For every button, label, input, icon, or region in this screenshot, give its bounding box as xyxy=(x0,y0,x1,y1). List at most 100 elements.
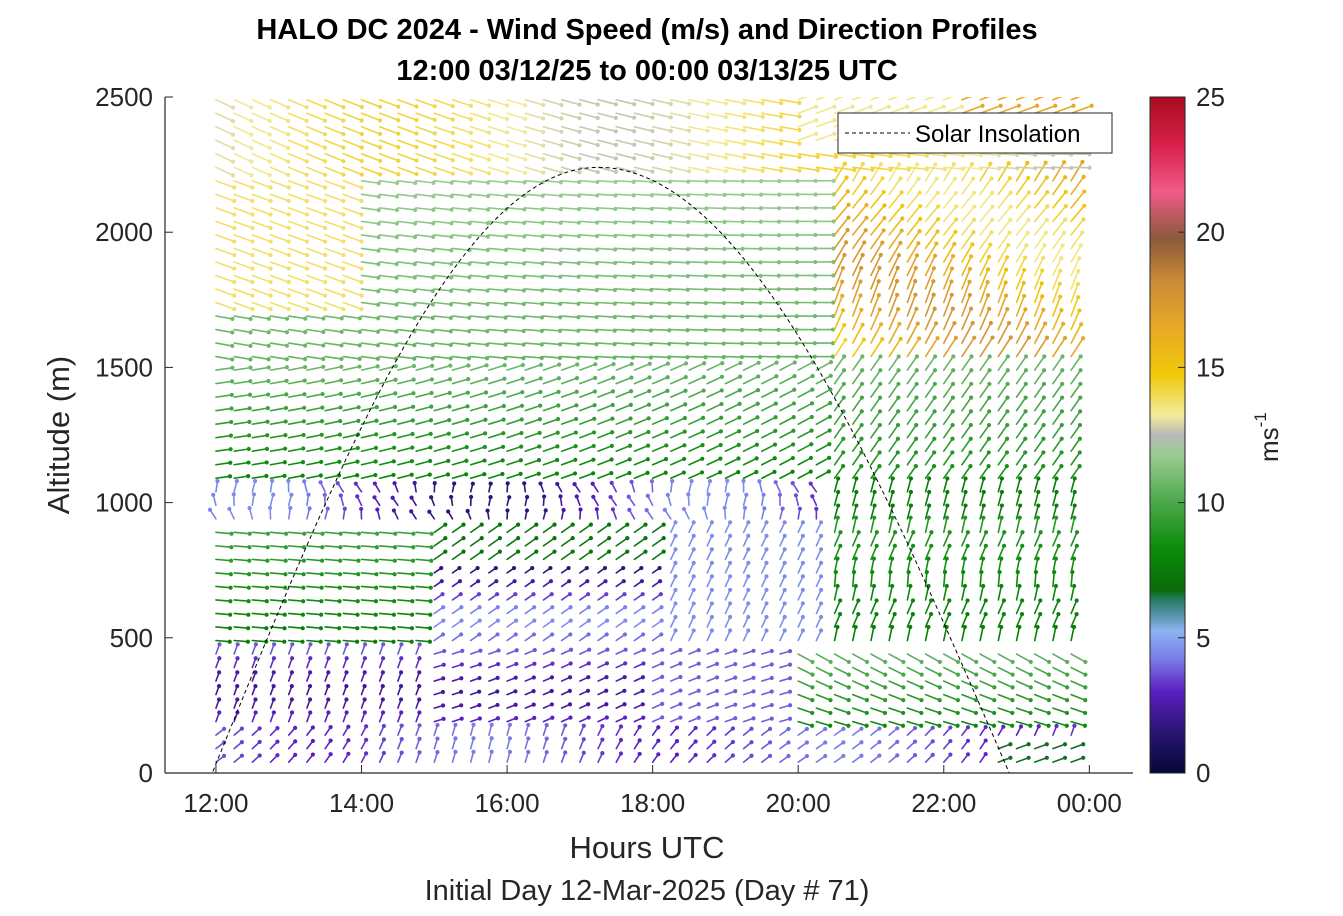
wind-arrow-head xyxy=(465,445,469,449)
wind-arrow-head xyxy=(891,490,895,494)
wind-arrow-head xyxy=(860,323,864,327)
wind-arrow-head xyxy=(433,118,437,122)
wind-arrow-head xyxy=(533,648,537,652)
wind-arrow-head xyxy=(728,601,732,605)
wind-arrow-head xyxy=(356,419,360,423)
y-axis-label: Altitude (m) xyxy=(41,356,76,514)
wind-arrow-head xyxy=(267,357,271,361)
wind-arrow-head xyxy=(773,415,777,419)
wind-arrow-head xyxy=(702,388,706,392)
wind-arrow-head xyxy=(969,254,973,258)
wind-arrow-head xyxy=(498,523,502,527)
wind-arrow-head xyxy=(917,229,921,233)
wind-arrow-head xyxy=(247,447,251,451)
wind-arrow-head xyxy=(469,171,473,175)
wind-arrow-head xyxy=(697,662,701,666)
wind-arrow-head xyxy=(230,379,234,383)
wind-arrow-head xyxy=(914,266,918,270)
wind-arrow-head xyxy=(320,545,324,549)
wind-arrow-head xyxy=(861,162,865,166)
wind-arrow-head xyxy=(319,626,323,630)
wind-arrow-head xyxy=(981,584,985,588)
wind-arrow-head xyxy=(920,673,924,677)
wind-arrow-head xyxy=(663,508,667,512)
wind-arrow-head xyxy=(566,566,570,570)
wind-arrow-head xyxy=(687,142,691,146)
wind-arrow-head xyxy=(513,592,517,596)
wind-arrow-head xyxy=(429,418,433,422)
wind-arrow-head xyxy=(1006,354,1010,358)
wind-arrow-head xyxy=(393,545,397,549)
wind-arrow-head xyxy=(733,689,737,693)
wind-arrow-head xyxy=(308,642,312,646)
wind-arrow-head xyxy=(859,727,863,731)
wind-arrow-head xyxy=(303,316,307,320)
wind-arrow-head xyxy=(1027,204,1031,208)
wind-arrow-head xyxy=(697,689,701,693)
wind-arrow-head xyxy=(323,239,327,243)
wind-arrow-head xyxy=(396,159,400,163)
wind-arrow-head xyxy=(429,405,433,409)
wind-arrow-head xyxy=(338,559,342,563)
wind-arrow-head xyxy=(933,382,937,386)
wind-arrow-head xyxy=(417,670,421,674)
wind-arrow-head xyxy=(341,212,345,216)
wind-arrow-head xyxy=(249,119,253,123)
wind-arrow-head xyxy=(900,190,904,194)
wind-arrow-head xyxy=(1018,516,1022,520)
wind-arrow-head xyxy=(798,507,802,511)
wind-arrow-head xyxy=(791,429,795,433)
wind-arrow-head xyxy=(323,146,327,150)
wind-arrow xyxy=(598,357,614,358)
wind-arrow-head xyxy=(550,689,554,693)
wind-arrow-head xyxy=(1045,336,1049,340)
wind-arrow-head xyxy=(841,740,845,744)
wind-arrow-head xyxy=(624,648,628,652)
wind-arrow-head xyxy=(1058,282,1062,286)
wind-arrow-head xyxy=(265,433,269,437)
wind-arrow-head xyxy=(1056,598,1060,602)
wind-arrow-head xyxy=(358,316,362,320)
wind-arrow-head xyxy=(832,132,836,136)
wind-arrow xyxy=(616,181,633,182)
wind-arrow-head xyxy=(250,199,254,203)
wind-arrow-head xyxy=(319,460,323,464)
wind-arrow-head xyxy=(719,402,723,406)
wind-arrow-head xyxy=(710,534,714,538)
wind-arrow-head xyxy=(896,423,900,427)
x-tick-label: 00:00 xyxy=(1057,788,1122,818)
wind-arrow-head xyxy=(883,711,887,715)
wind-arrow-head xyxy=(541,103,545,107)
wind-arrow-head xyxy=(300,640,304,644)
wind-arrow-head xyxy=(1054,503,1058,507)
wind-arrow-head xyxy=(810,724,814,728)
wind-arrow-head xyxy=(326,507,330,511)
wind-arrow-head xyxy=(905,91,909,95)
wind-arrow-head xyxy=(643,536,647,540)
wind-arrow-head xyxy=(433,172,437,176)
wind-arrow-head xyxy=(532,675,536,679)
wind-arrow-head xyxy=(673,588,677,592)
wind-arrow-head xyxy=(687,169,691,173)
wind-arrow xyxy=(689,248,706,249)
wind-arrow-head xyxy=(764,561,768,565)
wind-arrow-head xyxy=(664,471,668,475)
wind-arrow-head xyxy=(287,307,291,311)
wind-arrow-head xyxy=(923,105,927,109)
wind-arrow-head xyxy=(250,239,254,243)
wind-arrow-head xyxy=(1004,280,1008,284)
wind-arrow-head xyxy=(814,118,818,122)
wind-arrow-head xyxy=(496,619,500,623)
wind-arrow-head xyxy=(341,105,345,109)
wind-arrow-head xyxy=(1054,516,1058,520)
wind-arrow-head xyxy=(805,727,809,731)
wind-arrow-head xyxy=(231,146,235,150)
wind-arrow-head xyxy=(896,450,900,454)
wind-arrow-head xyxy=(501,445,505,449)
wind-arrow-head xyxy=(501,431,505,435)
wind-arrow-head xyxy=(705,156,709,160)
wind-arrow-head xyxy=(989,230,993,234)
wind-arrow-head xyxy=(323,266,327,270)
wind-arrow-head xyxy=(810,401,814,405)
wind-arrow-head xyxy=(319,473,323,477)
